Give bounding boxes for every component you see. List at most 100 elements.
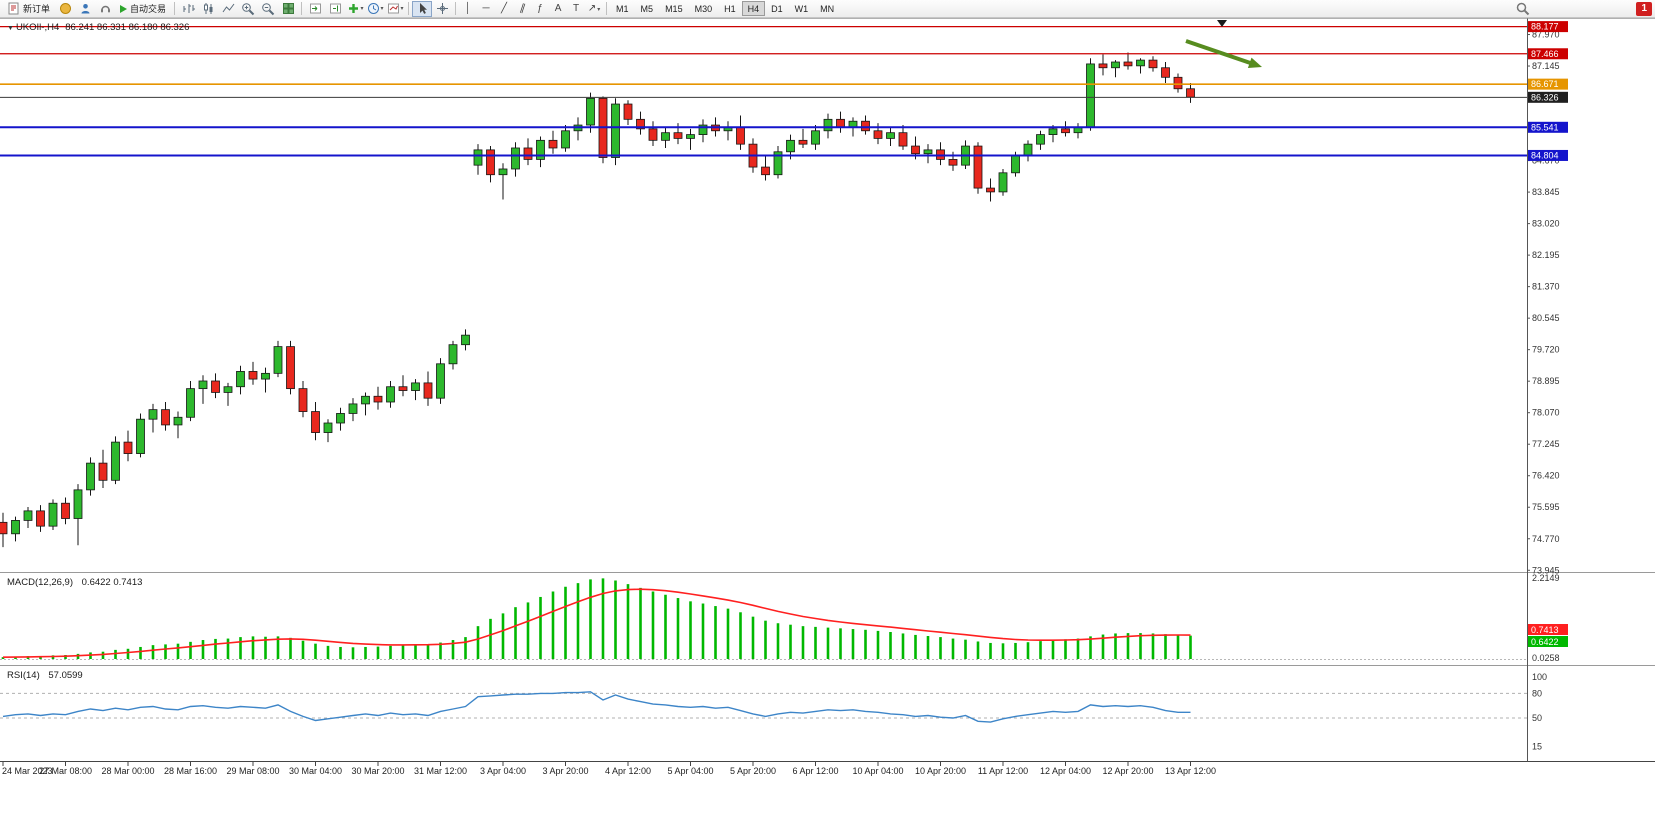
bar-chart-mode-icon[interactable]: [178, 1, 198, 17]
svg-text:30 Mar 20:00: 30 Mar 20:00: [351, 766, 404, 776]
svg-text:87.466: 87.466: [1531, 49, 1559, 59]
rsi-indicator: 100 80 50 15: [0, 672, 1547, 752]
label-tool[interactable]: T: [572, 3, 580, 14]
svg-text:86.671: 86.671: [1531, 79, 1559, 89]
svg-text:15: 15: [1532, 742, 1542, 752]
macd-indicator-label: MACD(12,26,9) 0.6422 0.7413: [7, 577, 142, 588]
vertical-line-tool[interactable]: │: [464, 3, 472, 14]
svg-text:4 Apr 12:00: 4 Apr 12:00: [605, 766, 651, 776]
notification-badge[interactable]: 1: [1636, 2, 1652, 16]
svg-text:3 Apr 20:00: 3 Apr 20:00: [542, 766, 588, 776]
timeframe-d1-button[interactable]: D1: [765, 1, 789, 16]
zoom-in-icon[interactable]: [238, 1, 258, 17]
svg-text:0.6422: 0.6422: [1531, 637, 1559, 647]
crosshair-tool-icon[interactable]: [432, 1, 452, 17]
svg-text:10 Apr 20:00: 10 Apr 20:00: [915, 766, 966, 776]
candlestick-series: [0, 52, 1195, 548]
annotations[interactable]: [1185, 39, 1262, 68]
svg-text:87.145: 87.145: [1532, 61, 1560, 71]
svg-text:78.070: 78.070: [1532, 408, 1560, 418]
toolbar-separator: [606, 2, 608, 15]
line-chart-mode-icon[interactable]: [218, 1, 238, 17]
chart-shift-icon[interactable]: [325, 1, 345, 17]
svg-text:30 Mar 04:00: 30 Mar 04:00: [289, 766, 342, 776]
arrows-tool[interactable]: ↗▾: [585, 3, 603, 14]
svg-text:81.370: 81.370: [1532, 282, 1560, 292]
svg-text:78.895: 78.895: [1532, 376, 1560, 386]
new-order-button[interactable]: 新订单: [2, 1, 55, 17]
caret-down-icon: ▾: [597, 7, 601, 13]
new-chart-icon[interactable]: ▾: [345, 1, 365, 17]
profile-icon[interactable]: [75, 1, 95, 17]
play-icon: [120, 4, 128, 13]
svg-text:12 Apr 20:00: 12 Apr 20:00: [1102, 766, 1153, 776]
horizontal-level-lines[interactable]: [0, 25, 1527, 157]
caret-down-icon: ▾: [380, 6, 384, 12]
toolbar-separator: [174, 2, 176, 15]
timeframe-h4-button[interactable]: H4: [741, 1, 766, 16]
timeframe-h1-button[interactable]: H1: [718, 1, 742, 16]
svg-text:74.770: 74.770: [1532, 534, 1560, 544]
svg-text:84.804: 84.804: [1531, 150, 1559, 160]
cursor-tool-icon[interactable]: [412, 0, 433, 17]
svg-text:31 Mar 12:00: 31 Mar 12:00: [414, 766, 467, 776]
svg-text:12 Apr 04:00: 12 Apr 04:00: [1040, 766, 1091, 776]
svg-text:73.945: 73.945: [1532, 565, 1560, 575]
svg-text:28 Mar 00:00: 28 Mar 00:00: [101, 766, 154, 776]
market-watch-icon[interactable]: [55, 1, 75, 17]
svg-text:85.541: 85.541: [1531, 122, 1559, 132]
symbol-dropdown-icon[interactable]: ▼: [7, 25, 14, 32]
zoom-out-icon[interactable]: [258, 1, 278, 17]
autotrading-label: 自动交易: [130, 4, 167, 14]
svg-text:80.545: 80.545: [1532, 313, 1560, 323]
channel-tool[interactable]: ∥: [513, 2, 531, 14]
svg-text:77.245: 77.245: [1532, 439, 1560, 449]
timeframe-m15-button[interactable]: M15: [659, 1, 689, 16]
chart-symbol-period: UKOIl-,H4: [15, 22, 60, 33]
trendline-tool[interactable]: ╱: [501, 3, 508, 14]
svg-text:83.845: 83.845: [1532, 187, 1560, 197]
svg-text:27 Mar 08:00: 27 Mar 08:00: [39, 766, 92, 776]
fibonacci-tool[interactable]: ƒ: [537, 3, 543, 14]
svg-text:86.326: 86.326: [1531, 92, 1559, 102]
svg-text:2.2149: 2.2149: [1532, 573, 1560, 583]
toolbar-separator: [455, 2, 457, 15]
svg-text:50: 50: [1532, 713, 1542, 723]
svg-text:82.195: 82.195: [1532, 250, 1560, 260]
timeframe-m1-button[interactable]: M1: [610, 1, 635, 16]
caret-down-icon: ▾: [360, 6, 364, 12]
macd-signal-value: 0.7413: [113, 577, 143, 588]
chart-shift-marker[interactable]: [1217, 20, 1227, 27]
svg-text:0.7413: 0.7413: [1531, 625, 1559, 635]
price-axis[interactable]: 87.97087.14586.32085.49584.67083.84583.0…: [1527, 21, 1568, 575]
svg-text:24 Mar 2023: 24 Mar 2023: [2, 766, 53, 776]
svg-text:5 Apr 20:00: 5 Apr 20:00: [730, 766, 776, 776]
main-toolbar: 新订单 自动交易 ▾ ▾ ▾ │ ─ ╱ ∥ ƒ A T ↗▾ M1 M5 M1…: [0, 0, 1655, 18]
horizontal-line-tool[interactable]: ─: [482, 3, 490, 14]
timeframe-w1-button[interactable]: W1: [789, 1, 815, 16]
chart-ohlc-values: 86.241 86.331 86.180 86.326: [65, 22, 190, 33]
timeframe-m5-button[interactable]: M5: [635, 1, 660, 16]
timeframe-mn-button[interactable]: MN: [814, 1, 840, 16]
rsi-value: 57.0599: [48, 670, 83, 681]
period-clock-icon[interactable]: ▾: [365, 1, 385, 17]
svg-text:13 Apr 12:00: 13 Apr 12:00: [1165, 766, 1216, 776]
community-headset-icon[interactable]: [95, 1, 115, 17]
tile-windows-icon[interactable]: [278, 1, 298, 17]
order-doc-icon: [8, 2, 19, 15]
template-icon[interactable]: ▾: [385, 1, 405, 17]
svg-text:76.420: 76.420: [1532, 471, 1560, 481]
autotrading-button[interactable]: 自动交易: [115, 1, 171, 17]
caret-down-icon: ▾: [400, 6, 404, 12]
timeframe-m30-button[interactable]: M30: [689, 1, 719, 16]
auto-scroll-icon[interactable]: [305, 1, 325, 17]
macd-name: MACD(12,26,9): [7, 577, 73, 588]
svg-text:87.970: 87.970: [1532, 30, 1560, 40]
text-tool[interactable]: A: [554, 3, 562, 14]
search-icon[interactable]: [1513, 1, 1533, 17]
candlestick-mode-icon[interactable]: [198, 1, 218, 17]
rsi-name: RSI(14): [7, 670, 40, 681]
